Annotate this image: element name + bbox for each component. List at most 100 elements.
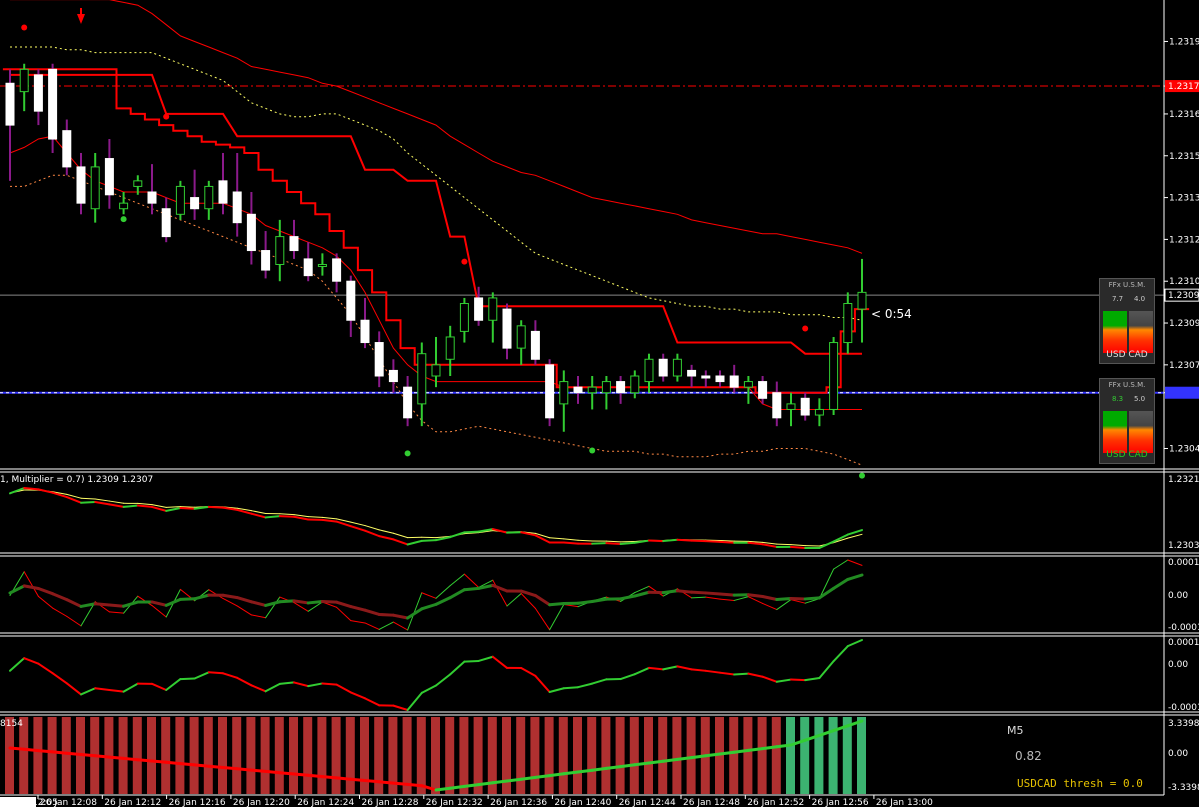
candle-body [175,185,185,215]
panel3-line [676,665,693,671]
panel3-line [151,682,168,692]
panel3-line [65,682,82,696]
histogram-bar [289,717,298,794]
panel1-signal-line [534,532,551,539]
panel2-fast-line [818,568,835,600]
panel2-slow-line [292,599,310,605]
panel2-fast-line [705,596,721,600]
candle-body [445,336,455,360]
panel1-signal-line [179,506,196,508]
panel2-slow-line [8,584,26,595]
panel1-signal-line [350,521,366,527]
candle-body [616,381,626,394]
panel1-main-line [648,539,665,543]
candle-body [317,263,327,267]
time-tick-label: 26 Jan 12:05 [1,798,58,807]
widget-value-2: 5.0 [1134,395,1146,403]
panel3-line [520,666,537,677]
panel2-slow-line [164,597,182,607]
panel2-tick-mid: 0.00 [1168,591,1188,601]
panel3-line [832,645,849,663]
candle-body [644,358,654,383]
indicator-panel-4[interactable] [5,717,866,794]
panel2-fast-line [392,621,409,631]
panel3-line [435,673,452,687]
indicator-panel-3[interactable] [9,639,863,711]
panel4-trend-line [846,719,864,728]
histogram-bar [175,717,185,794]
panel1-signal-line [392,532,409,539]
panel4-trend-line [789,738,807,747]
panel1-tick-bottom: 1.2303 [1168,541,1199,551]
panel3-line [719,671,736,676]
panel1-main-line [51,491,68,499]
panel1-main-line [605,542,622,545]
panel2-fast-line [506,592,522,607]
histogram-bar [246,717,256,794]
panel1-main-line [207,505,224,509]
panel4-trend-line [590,766,608,772]
panel3-line [108,688,125,693]
panel2-fast-line [307,601,323,612]
panel2-fast-line [66,615,82,627]
candle-body [388,369,398,383]
panel2-slow-line [803,596,821,601]
ffx-widget-1[interactable]: FFx U.S.M. 7.7 4.0 USD CAD [1099,278,1155,364]
panel2-slow-line [533,594,552,607]
candle-body [133,180,143,187]
panel1-signal-line [364,525,380,531]
ffx-widget-2[interactable]: FFx U.S.M. 8.3 5.0 USD CAD [1099,378,1155,464]
time-tick-label: 26 Jan 12:20 [233,798,290,807]
panel1-signal-line [762,541,778,545]
panel2-slow-line [264,600,282,607]
indicator-panel-1[interactable] [9,487,863,549]
panel1-signal-line [719,540,735,542]
panel3-tick-bottom: -0.0001 [1168,703,1199,713]
price-axis[interactable]: 1.2319 1.2317 1.2316 1.2315 1.2313 1.2312 1.23… [1164,37,1199,454]
panel2-fast-line [790,599,806,604]
panel4-trend-line [604,765,623,770]
indicator-panel-2[interactable] [8,559,864,631]
red-level-label: 1.2317 [1168,82,1199,92]
histogram-bar [629,717,639,794]
panel1-main-line [378,535,395,541]
candle-body [403,386,413,419]
panel3-line [747,672,764,678]
panel3-line [80,687,97,696]
widget-bar-right [1129,311,1153,353]
histogram-bar [161,717,171,794]
panel1-main-line [179,506,196,510]
candle-body [19,68,29,93]
panel1-main-line [23,487,40,491]
price-panel[interactable] [0,0,1164,479]
panel3-line [846,639,863,648]
panel3-line [264,682,281,693]
panel4-trend-line [761,745,779,751]
panel1-main-line [236,508,253,515]
panel2-fast-line [634,585,650,594]
panel1-signal-line [605,540,622,543]
panel1-main-line [477,528,494,533]
panel1-main-line [165,506,182,512]
panel1-main-line [520,531,537,537]
fractal-up-dot [461,258,468,265]
panel4-trend-line [136,758,154,763]
panel3-line [406,691,423,711]
bar-countdown: < 0:54 [871,307,912,321]
histogram-bar [487,717,497,794]
panel2-fast-line [534,607,551,631]
panel4-trend-line [65,751,83,756]
panel4-trend-line [93,754,111,759]
panel4-trend-line [107,755,126,760]
histogram-bar [132,717,142,794]
panel1-signal-line [137,502,153,506]
candle-body [232,191,242,224]
candle-body [786,403,796,410]
histogram-bar [218,717,227,794]
candle-body [346,280,356,321]
histogram-bar [473,717,483,794]
candle-body [190,197,200,210]
histogram-bar [203,717,213,794]
panel1-main-line [151,505,168,512]
